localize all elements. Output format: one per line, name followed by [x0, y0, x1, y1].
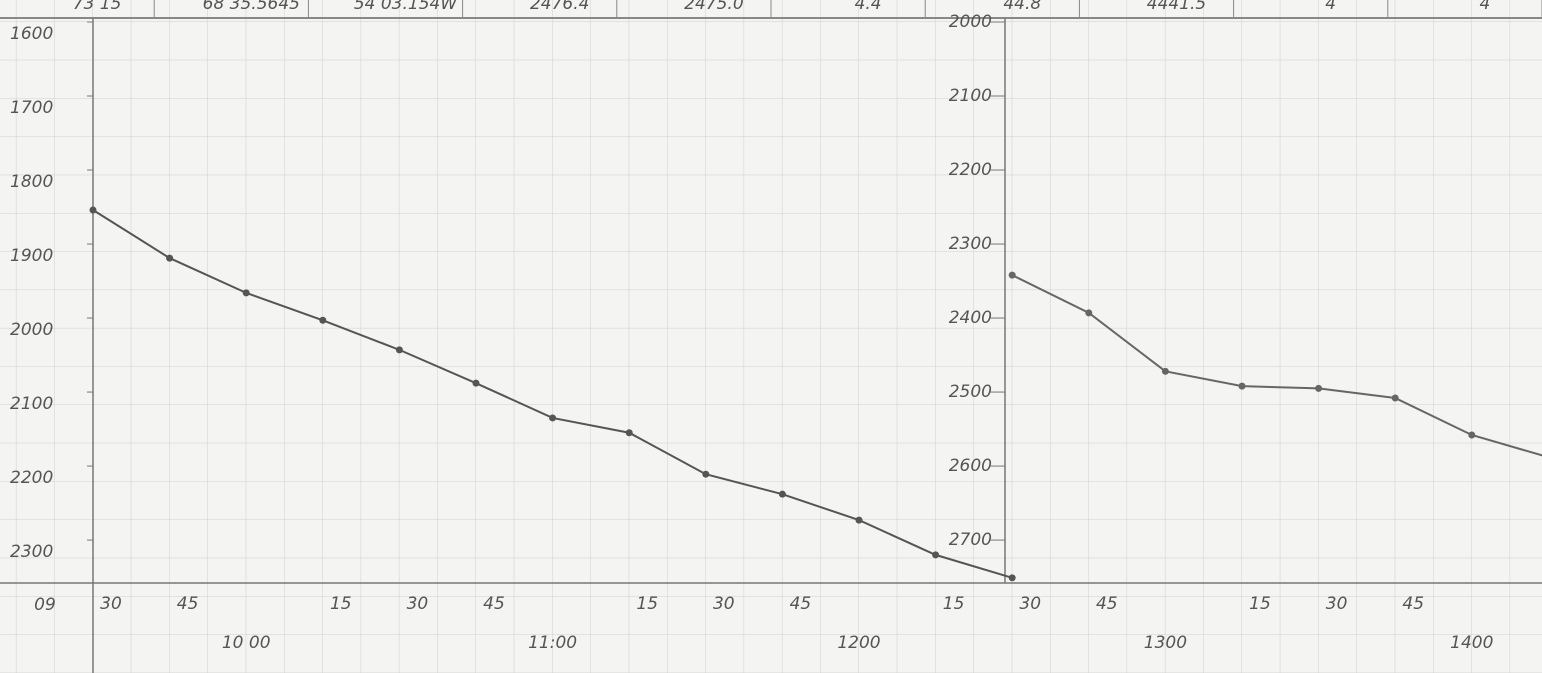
data-point — [702, 470, 710, 478]
header-cell: 44.8 — [1003, 0, 1041, 14]
y-tick-label: 2100 — [10, 394, 53, 414]
data-point — [472, 379, 480, 387]
data-point — [1085, 309, 1093, 317]
y-tick-label: 1900 — [10, 246, 53, 266]
y2-tick-label: 2700 — [949, 530, 992, 550]
y2-tick-label: 2000 — [949, 12, 992, 32]
x-tick-label: 15 — [943, 594, 965, 614]
header-cell: 4 — [1325, 0, 1336, 14]
y2-tick-label: 2600 — [949, 456, 992, 476]
hour-label: 1400 — [1450, 633, 1493, 653]
data-point — [1391, 394, 1399, 402]
hour-label: 1200 — [837, 633, 880, 653]
header-cell: 54 03.154W — [354, 0, 459, 14]
y2-tick-label: 2200 — [949, 160, 992, 180]
x-tick-label: 30 — [100, 594, 122, 614]
y2-tick-label: 2500 — [949, 382, 992, 402]
y-tick-label: 2300 — [10, 542, 53, 562]
x-tick-label: 45 — [1096, 594, 1118, 614]
y2-tick-label: 2400 — [949, 308, 992, 328]
data-point — [932, 551, 940, 559]
header-cell: 73 15 — [73, 0, 122, 14]
header-cell: 68 35.5645 — [203, 0, 300, 14]
x-tick-label: 15 — [330, 594, 352, 614]
y-tick-label: 2000 — [10, 320, 53, 340]
data-point — [89, 206, 97, 214]
data-point — [1238, 382, 1246, 390]
x-tick-label: 45 — [1402, 594, 1424, 614]
x-tick-label: 30 — [1326, 594, 1348, 614]
header-cell: 4 — [1479, 0, 1490, 14]
data-point — [855, 516, 863, 524]
y-tick-label: 1600 — [10, 24, 53, 44]
data-point — [319, 316, 327, 324]
data-point — [166, 254, 174, 262]
x-tick-label: 45 — [177, 594, 199, 614]
start-label: 09 — [34, 595, 56, 615]
x-tick-label: 30 — [407, 594, 429, 614]
series-line — [1011, 274, 1542, 457]
hour-label: 10 00 — [222, 633, 271, 653]
header-cell: 4441.5 — [1147, 0, 1206, 14]
x-tick-label: 30 — [1019, 594, 1041, 614]
data-point — [1315, 384, 1323, 392]
y2-tick-label: 2300 — [949, 234, 992, 254]
x-tick-label: 45 — [483, 594, 505, 614]
x-tick-label: 15 — [636, 594, 658, 614]
x-tick-label: 30 — [713, 594, 735, 614]
plot: 73 15 68 35.5645 54 03.154W 2476.4 2475.0 4.4… — [10, 0, 1542, 653]
y-tick-label: 1800 — [10, 172, 53, 192]
hour-label: 11:00 — [528, 633, 577, 653]
data-point — [778, 490, 786, 498]
data-point — [1008, 271, 1016, 279]
data-point — [395, 346, 403, 354]
data-point — [1008, 574, 1016, 582]
hour-label: 1300 — [1144, 633, 1187, 653]
data-point — [242, 289, 250, 297]
data-point — [1468, 431, 1476, 439]
x-tick-label: 15 — [1249, 594, 1271, 614]
y-tick-label: 1700 — [10, 98, 53, 118]
header-cell: 2475.0 — [684, 0, 743, 14]
x-tick-label: 45 — [790, 594, 812, 614]
data-point — [625, 429, 633, 437]
header-cell: 4.4 — [855, 0, 882, 14]
y2-tick-label: 2100 — [949, 86, 992, 106]
data-point — [1161, 367, 1169, 375]
header-cell: 2476.4 — [530, 0, 589, 14]
data-point — [549, 414, 557, 422]
y-tick-label: 2200 — [10, 468, 53, 488]
